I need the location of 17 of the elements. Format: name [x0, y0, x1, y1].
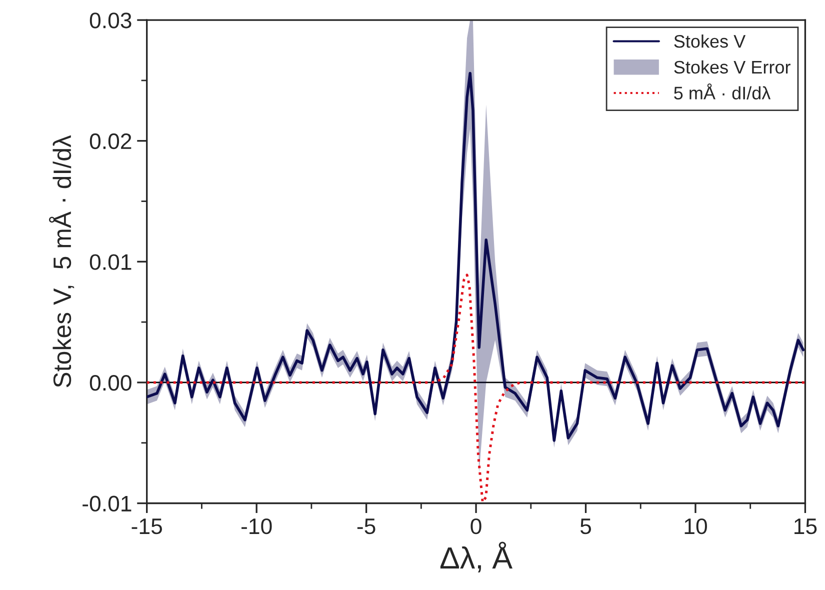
- y-tick-label: 0.03: [90, 12, 132, 28]
- annotation: Stokes V Error: [674, 60, 790, 74]
- legend-label: Stokes V: [674, 34, 746, 48]
- y-tick-label: -0.01: [82, 496, 132, 512]
- x-tick-label: -15: [132, 518, 162, 534]
- x-tick-label: 5: [580, 518, 591, 534]
- legend-label: 5 mÅ · dI/dλ: [674, 83, 771, 100]
- y-tick-label: 0.02: [90, 133, 132, 150]
- x-tick-label: 0: [470, 518, 482, 534]
- y-tick-label: 0.01: [90, 254, 132, 270]
- x-tick-label: 10: [684, 518, 707, 534]
- x-tick-label: -5: [357, 518, 376, 534]
- x-axis-title: Δλ, Å: [440, 542, 512, 572]
- x-tick-label: -10: [242, 518, 272, 534]
- x-tick-label: 15: [794, 518, 817, 534]
- y-tick-label: 0.00: [90, 375, 132, 391]
- y-axis-title: Stokes V, 5 mÅ · dI/dλ: [48, 135, 74, 388]
